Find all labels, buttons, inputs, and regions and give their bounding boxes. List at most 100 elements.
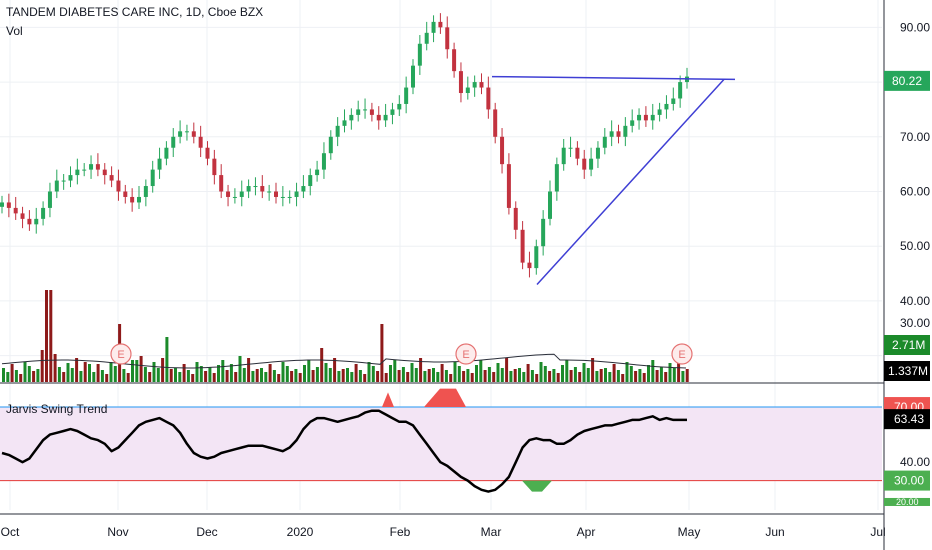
volume-bar [444,370,448,382]
volume-bar [565,360,569,382]
earnings-marker-label: E [117,349,124,361]
volume-bar [621,374,625,382]
volume-bar [161,358,165,382]
oversold-badge [884,470,930,491]
candle [589,158,594,170]
candle [123,191,128,197]
volume-bar [294,369,298,382]
volume-bar [509,371,513,382]
indicator-tick-label: 20.00 [896,497,919,507]
volume-bar [432,368,435,382]
volume-bar [6,372,10,382]
candle [438,21,443,28]
candle [102,169,107,176]
volume-bar [62,372,66,382]
candle [554,164,559,192]
volume-bar [303,365,306,382]
volume-bar [440,364,444,382]
volume-bar [556,373,560,382]
candles [0,13,689,278]
volume-bar [212,373,216,382]
volume-bar [677,358,681,382]
volume-bar [401,367,405,382]
volume-bar [466,369,470,382]
volume-bar [436,372,440,382]
volume-bar [100,370,104,382]
earnings-marker [110,343,132,365]
volume-bar [27,366,31,382]
volume-bar [642,373,646,382]
candle [219,175,224,192]
oversold-label: 30.00 [894,474,924,488]
volume-bar [470,373,474,382]
candle [527,262,532,269]
candle [109,175,114,181]
volume-bar [591,358,595,382]
volume-bar [247,358,251,382]
volume-bar [462,371,466,382]
volume-bar [217,365,220,382]
candle [548,191,552,219]
volume-bar [40,350,44,382]
price-tick-label: 40.00 [900,294,930,308]
volume-bar [341,369,345,382]
volume-bar [109,362,113,382]
earnings-marker-label: E [678,349,685,361]
volume-bar [561,365,564,382]
candle [397,103,402,110]
volume-bar [625,362,629,382]
volume-label: Vol [6,24,23,38]
volume-bar [320,348,324,382]
volume-bar [552,369,556,382]
earnings-marker-label: E [462,349,469,361]
volume-bar [229,364,233,382]
candle [452,49,457,72]
volume-bar [57,367,61,382]
volume-bar [19,374,23,382]
volume-bar [582,363,586,382]
volume-bar [664,372,668,382]
candle [431,21,436,33]
volume-bar [79,371,83,382]
volume-bar [389,365,392,382]
candle [294,191,299,197]
candle [493,109,498,137]
volume-bar [406,372,410,382]
overbought-fill [382,392,394,408]
volume-bar [139,356,143,382]
volume-bar [530,370,534,382]
volume-bar [659,367,663,382]
candle [267,191,272,193]
candle [178,131,183,137]
volume-bar [522,372,526,382]
candle [623,125,628,137]
candle [534,246,539,269]
volume-bar [285,366,289,382]
indicator-tick-label: 40.00 [900,455,930,469]
volume-bar [681,371,685,382]
time-axis-label: Jul [870,525,885,539]
volume-bar [135,360,139,382]
volume-bar [156,368,160,382]
volume-bar [539,362,543,382]
volume-bar [668,363,672,382]
earnings-marker [455,343,477,365]
candle [308,175,313,187]
volume-bar [397,370,401,382]
candle [417,43,422,66]
volume-bar [131,360,134,382]
volume-bar [616,370,620,382]
volume-bar [492,372,496,382]
price-tick-label: 90.00 [900,20,930,34]
volume-bar [350,372,354,382]
volume-bar [45,290,48,382]
time-axis-label: Jun [765,525,784,539]
volume-bar [513,369,517,382]
volume-bar [634,371,638,382]
volume-bar [324,363,328,382]
volume-bar [204,371,208,382]
overbought-fill [424,388,466,408]
candle [541,218,546,247]
volume-bar [88,364,91,382]
